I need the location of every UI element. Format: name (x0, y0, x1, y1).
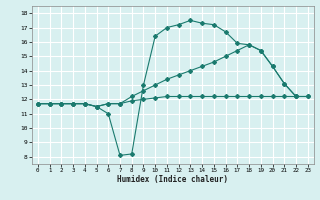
X-axis label: Humidex (Indice chaleur): Humidex (Indice chaleur) (117, 175, 228, 184)
